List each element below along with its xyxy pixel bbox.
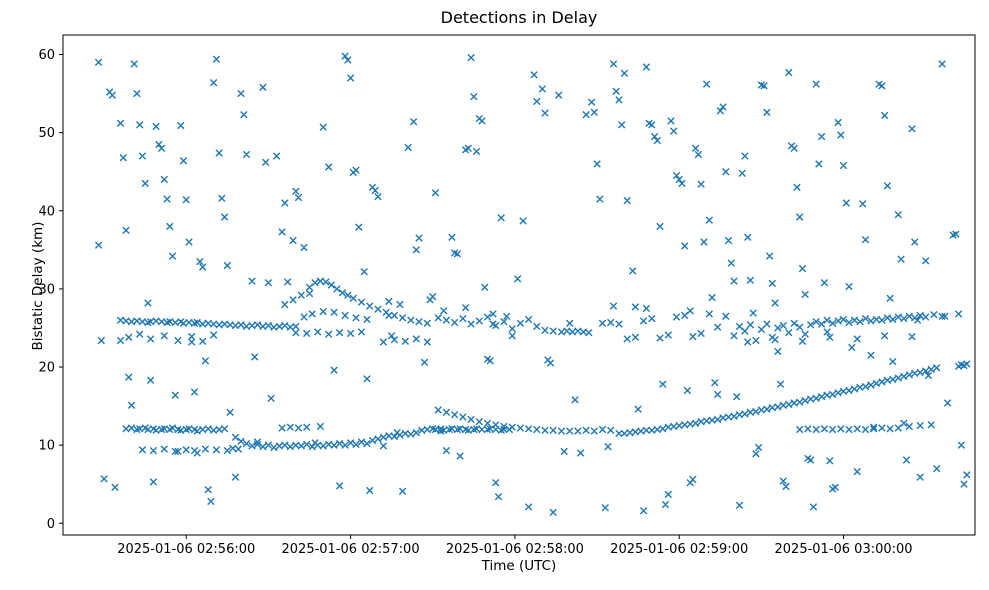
chart-title: Detections in Delay xyxy=(440,8,598,27)
x-axis-label: Time (UTC) xyxy=(481,558,557,574)
x-tick-label: 2025-01-06 02:57:00 xyxy=(282,542,420,557)
y-tick-label: 50 xyxy=(38,126,55,141)
y-tick-label: 40 xyxy=(38,204,55,219)
x-tick-label: 2025-01-06 02:56:00 xyxy=(117,542,255,557)
y-tick-label: 20 xyxy=(38,361,55,376)
x-tick-label: 2025-01-06 02:59:00 xyxy=(610,542,748,557)
y-tick-label: 30 xyxy=(38,282,55,297)
x-tick-label: 2025-01-06 02:58:00 xyxy=(446,542,584,557)
y-tick-label: 10 xyxy=(38,439,55,454)
data-points xyxy=(94,52,971,516)
x-tick-label: 2025-01-06 03:00:00 xyxy=(775,542,913,557)
y-tick-label: 60 xyxy=(38,48,55,63)
y-tick-label: 0 xyxy=(47,517,55,532)
plot-area xyxy=(62,34,976,536)
